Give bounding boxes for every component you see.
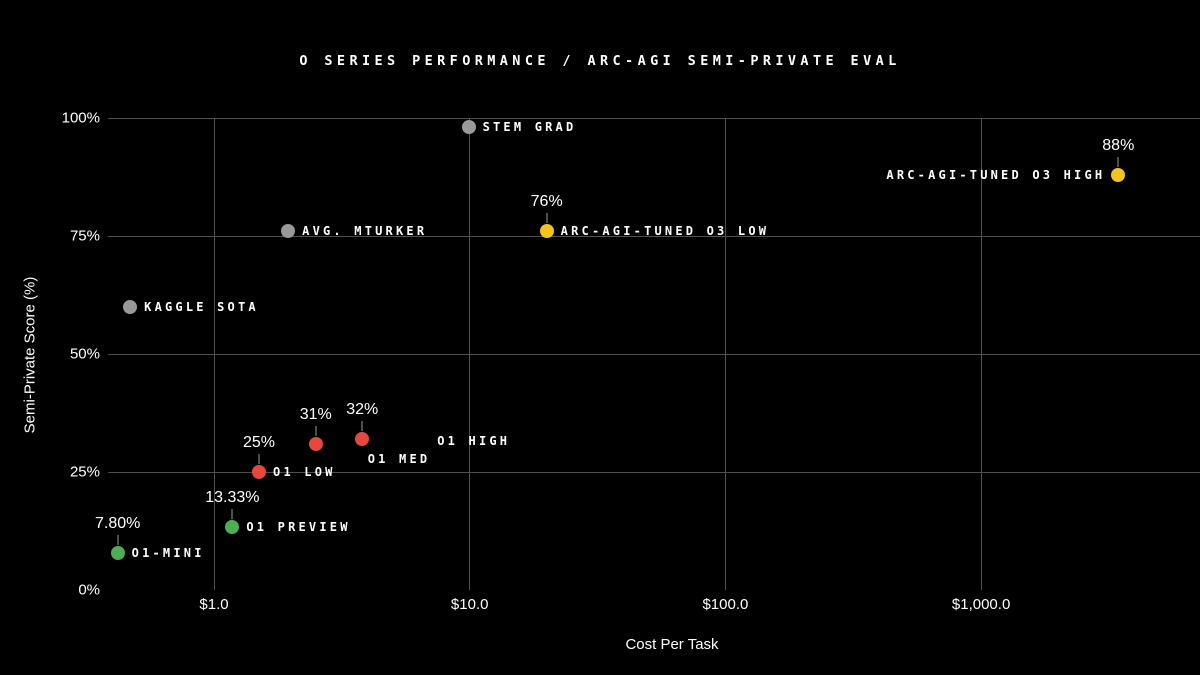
data-point-name-label: O1 LOW (273, 465, 336, 479)
data-point-value-label: 31% (299, 405, 332, 423)
data-point-name-label: AVG. MTURKER (302, 224, 428, 239)
chart-title: O SERIES PERFORMANCE / ARC-AGI SEMI-PRIV… (299, 53, 901, 69)
data-point-value-label: 7.80% (94, 515, 141, 533)
y-tick-label: 75% (69, 227, 100, 245)
x-gridline (724, 118, 726, 590)
y-gridline (108, 471, 1200, 473)
data-point-dot[interactable] (281, 224, 296, 239)
data-point-name-label: KAGGLE SOTA (144, 299, 259, 314)
y-tick-label: 25% (69, 463, 100, 481)
data-point-dot[interactable] (308, 436, 323, 451)
data-point-dot[interactable] (539, 224, 554, 239)
x-gridline (980, 118, 982, 590)
y-tick-label: 50% (69, 345, 100, 363)
x-tick-label: $100.0 (702, 596, 749, 613)
data-point-dot[interactable] (252, 465, 267, 479)
x-tick-label: $1,000.0 (951, 596, 1011, 613)
y-tick-label: 100% (61, 109, 100, 127)
data-point-value-label: 13.33% (205, 489, 260, 507)
leader-line (315, 425, 317, 436)
x-gridline (213, 118, 215, 590)
x-tick-label: $1.0 (199, 596, 229, 613)
leader-line (361, 420, 363, 431)
y-tick-label: 0% (78, 581, 100, 599)
data-point-name-label: STEM GRAD (482, 120, 577, 135)
data-point-dot[interactable] (123, 299, 138, 314)
data-point-value-label: 32% (346, 400, 379, 418)
x-axis-title: Cost Per Task (625, 636, 719, 653)
leader-line (231, 509, 233, 520)
x-gridline (469, 118, 471, 590)
data-point-name-label: O1-MINI (131, 546, 205, 561)
data-point-dot[interactable] (1111, 167, 1126, 182)
data-point-dot[interactable] (225, 520, 240, 535)
data-point-name-label: O1 PREVIEW (246, 520, 351, 535)
data-point-name-label: O1 HIGH (437, 433, 511, 448)
data-point-name-label: O1 MED (367, 451, 431, 466)
data-point-name-label: ARC-AGI-TUNED O3 HIGH (886, 167, 1106, 182)
leader-line (546, 213, 548, 224)
y-gridline (108, 353, 1200, 355)
data-point-name-label: ARC-AGI-TUNED O3 LOW (560, 224, 770, 239)
leader-line (1117, 156, 1119, 167)
y-gridline (108, 117, 1200, 119)
leader-line (258, 454, 260, 464)
data-point-value-label: 25% (243, 434, 276, 451)
data-point-value-label: 76% (530, 193, 563, 211)
data-point-dot[interactable] (355, 431, 370, 446)
data-point-dot[interactable] (110, 546, 125, 561)
data-point-value-label: 88% (1102, 136, 1135, 154)
x-tick-label: $10.0 (450, 596, 489, 613)
leader-line (117, 535, 119, 546)
data-point-dot[interactable] (461, 120, 476, 135)
y-gridline (108, 235, 1200, 237)
